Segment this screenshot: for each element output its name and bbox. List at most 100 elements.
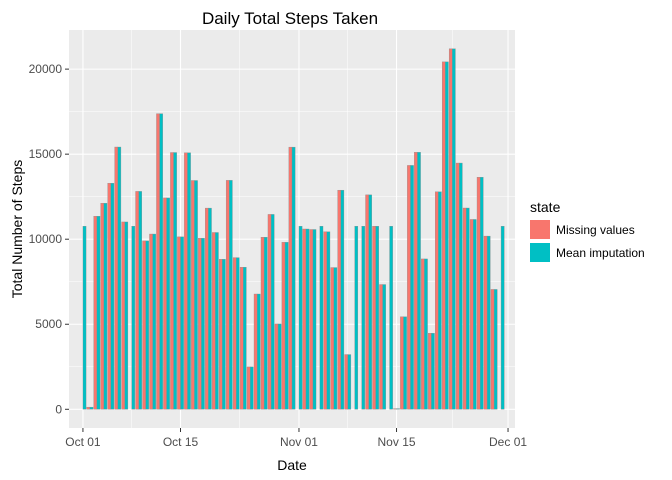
bar bbox=[277, 323, 282, 410]
bar bbox=[219, 259, 223, 410]
bar bbox=[493, 289, 498, 410]
bars bbox=[82, 48, 505, 410]
bar bbox=[239, 267, 244, 410]
y-axis: 0 5000 10000 15000 20000 bbox=[29, 62, 69, 416]
x-axis: Oct 01 Oct 15 Nov 01 Nov 15 Dec 01 bbox=[65, 428, 527, 449]
bar bbox=[490, 289, 495, 410]
bar bbox=[184, 152, 188, 410]
bar bbox=[243, 267, 247, 410]
bar bbox=[407, 165, 411, 410]
legend: state Missing values Mean imputation bbox=[530, 199, 645, 262]
bar bbox=[284, 242, 289, 410]
bar bbox=[479, 177, 484, 410]
bar bbox=[246, 366, 251, 410]
bar bbox=[365, 194, 369, 410]
bar bbox=[347, 354, 352, 410]
bar bbox=[281, 242, 286, 410]
bar bbox=[428, 333, 432, 410]
bar bbox=[372, 226, 376, 410]
bar bbox=[410, 165, 414, 410]
legend-swatch bbox=[530, 243, 550, 262]
bar bbox=[170, 152, 174, 410]
bar bbox=[445, 61, 449, 410]
bar bbox=[173, 152, 177, 410]
bar bbox=[180, 236, 184, 410]
y-tick-label: 5000 bbox=[35, 317, 62, 331]
bar bbox=[309, 229, 314, 410]
bar bbox=[379, 284, 383, 410]
bar bbox=[462, 207, 467, 410]
bar bbox=[138, 191, 142, 410]
bar bbox=[142, 240, 146, 410]
bar bbox=[368, 194, 372, 410]
bar bbox=[96, 216, 101, 410]
bar bbox=[250, 366, 254, 410]
bar bbox=[417, 152, 421, 410]
bar bbox=[396, 408, 400, 410]
y-tick-label: 0 bbox=[55, 402, 62, 416]
bar bbox=[110, 183, 115, 410]
bar bbox=[256, 293, 261, 410]
bar bbox=[337, 189, 341, 410]
bar bbox=[274, 323, 279, 410]
bar bbox=[361, 226, 365, 410]
bar bbox=[225, 180, 230, 410]
bar bbox=[100, 203, 105, 410]
legend-label: Mean imputation bbox=[556, 246, 645, 260]
bar bbox=[375, 226, 379, 410]
bar bbox=[476, 177, 481, 410]
x-tick-label: Nov 15 bbox=[378, 435, 416, 449]
bar bbox=[473, 219, 477, 410]
bar bbox=[326, 231, 331, 410]
bar bbox=[229, 180, 233, 410]
bar bbox=[198, 238, 202, 410]
bar bbox=[163, 197, 167, 410]
bar bbox=[319, 226, 324, 410]
bar bbox=[263, 237, 268, 410]
bar bbox=[215, 232, 219, 410]
bar bbox=[159, 113, 163, 410]
bar bbox=[400, 316, 404, 410]
bar bbox=[305, 228, 310, 410]
bar bbox=[135, 191, 139, 410]
bar bbox=[117, 146, 122, 410]
bar bbox=[298, 226, 303, 410]
bar bbox=[191, 180, 195, 410]
x-tick-label: Dec 01 bbox=[489, 435, 527, 449]
bar bbox=[260, 237, 265, 410]
bar bbox=[222, 259, 226, 410]
bar bbox=[421, 258, 425, 410]
bar bbox=[291, 146, 296, 410]
bar bbox=[194, 180, 198, 410]
bar bbox=[145, 240, 149, 410]
bar bbox=[344, 354, 348, 410]
bar bbox=[414, 152, 418, 410]
bar bbox=[121, 221, 125, 410]
bar bbox=[452, 48, 456, 410]
bar bbox=[438, 191, 442, 410]
bar bbox=[500, 226, 505, 410]
bar bbox=[486, 235, 491, 410]
x-tick-label: Nov 01 bbox=[280, 435, 318, 449]
bar bbox=[333, 267, 338, 410]
y-tick-label: 20000 bbox=[29, 62, 63, 76]
bar bbox=[455, 162, 460, 410]
bar bbox=[86, 406, 91, 410]
bar bbox=[270, 214, 275, 410]
bar bbox=[103, 203, 108, 410]
x-tick-label: Oct 01 bbox=[65, 435, 101, 449]
bar bbox=[232, 257, 237, 410]
bar bbox=[187, 152, 191, 410]
bar bbox=[330, 267, 334, 410]
bar bbox=[166, 197, 170, 410]
bar bbox=[302, 228, 307, 410]
legend-title: state bbox=[530, 199, 561, 215]
bar bbox=[177, 236, 181, 410]
bar bbox=[466, 207, 470, 410]
bar bbox=[403, 316, 407, 410]
y-tick-label: 10000 bbox=[29, 232, 63, 246]
legend-items: Missing values Mean imputation bbox=[530, 220, 645, 262]
bar bbox=[156, 113, 160, 410]
bar bbox=[124, 221, 129, 410]
